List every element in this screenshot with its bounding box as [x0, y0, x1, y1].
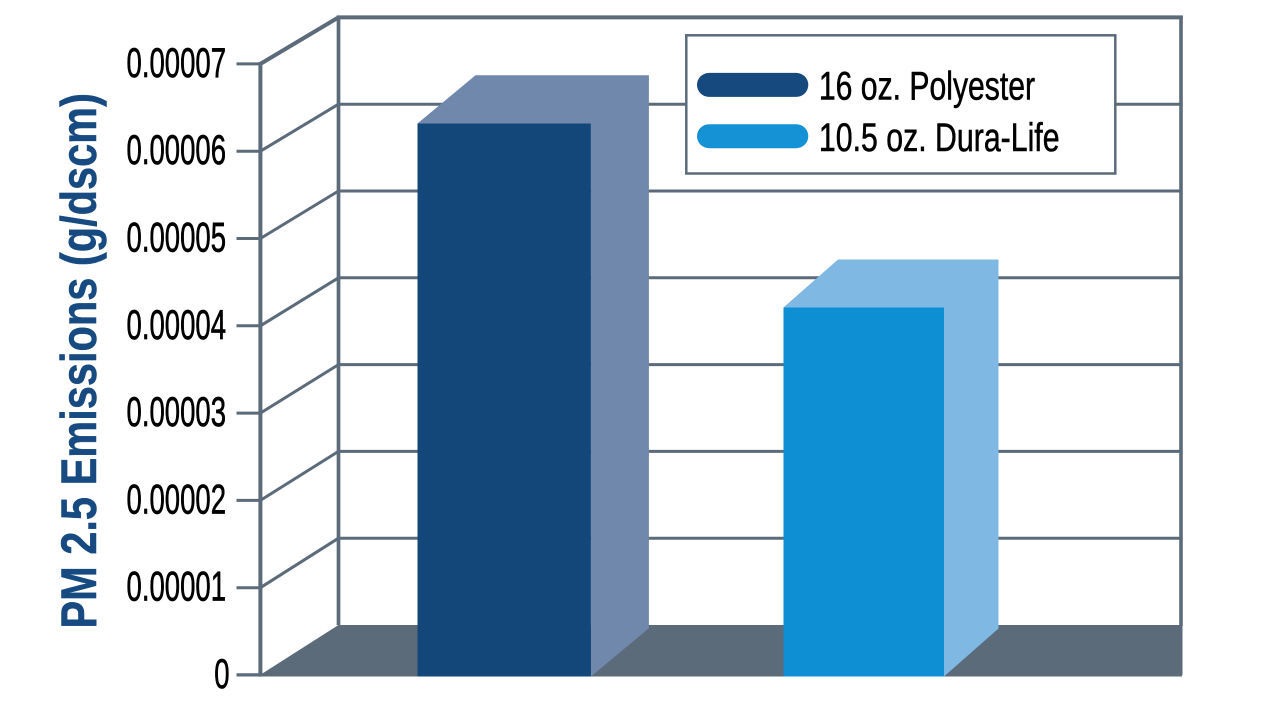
svg-text:0.00001: 0.00001	[127, 563, 226, 610]
svg-text:0.00005: 0.00005	[127, 214, 226, 261]
svg-text:0.00007: 0.00007	[127, 39, 226, 86]
svg-text:10.5 oz. Dura-Life: 10.5 oz. Dura-Life	[819, 115, 1060, 160]
svg-text:0.00003: 0.00003	[127, 388, 226, 435]
svg-text:PM 2.5 Emissions (g/dscm): PM 2.5 Emissions (g/dscm)	[50, 93, 107, 629]
svg-text:0.00002: 0.00002	[127, 476, 226, 523]
svg-text:0.00006: 0.00006	[127, 126, 226, 173]
svg-text:0.00004: 0.00004	[127, 301, 226, 348]
svg-text:16 oz. Polyester: 16 oz. Polyester	[819, 64, 1035, 109]
svg-text:0: 0	[214, 650, 229, 697]
